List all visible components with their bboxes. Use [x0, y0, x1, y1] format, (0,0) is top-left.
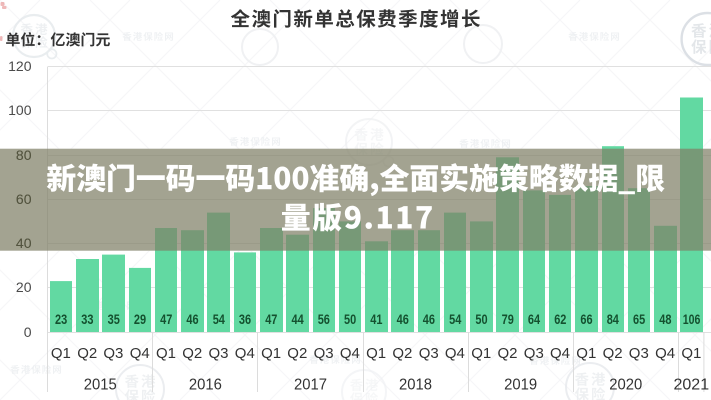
svg-text:Q3: Q3	[629, 345, 649, 362]
svg-text:46: 46	[186, 311, 198, 327]
svg-text:2015: 2015	[84, 377, 117, 394]
svg-text:65: 65	[633, 311, 645, 327]
svg-text:33: 33	[81, 311, 93, 327]
svg-text:47: 47	[265, 311, 277, 327]
svg-text:46: 46	[397, 311, 409, 327]
svg-text:Q4: Q4	[235, 345, 255, 362]
svg-text:46: 46	[423, 311, 435, 327]
svg-text:Q1: Q1	[261, 345, 281, 362]
svg-text:56: 56	[318, 311, 330, 327]
svg-text:44: 44	[292, 311, 304, 327]
svg-text:106: 106	[683, 311, 701, 327]
svg-text:79: 79	[502, 311, 514, 327]
svg-text:Q1: Q1	[366, 345, 386, 362]
svg-text:29: 29	[134, 311, 146, 327]
svg-text:Q2: Q2	[497, 345, 517, 362]
svg-text:40: 40	[16, 235, 32, 251]
svg-text:Q3: Q3	[314, 345, 334, 362]
svg-text:Q2: Q2	[77, 345, 97, 362]
svg-text:Q3: Q3	[103, 345, 123, 362]
svg-text:Q1: Q1	[156, 345, 176, 362]
svg-text:Q4: Q4	[655, 345, 675, 362]
svg-text:Q1: Q1	[471, 345, 491, 362]
svg-text:2021: 2021	[674, 377, 710, 394]
svg-text:Q1: Q1	[576, 345, 596, 362]
svg-text:Q4: Q4	[340, 345, 360, 362]
svg-text:62: 62	[554, 311, 566, 327]
svg-text:2016: 2016	[189, 377, 222, 394]
svg-text:Q2: Q2	[182, 345, 202, 362]
svg-text:0: 0	[24, 324, 32, 340]
svg-text:2018: 2018	[399, 377, 432, 394]
svg-text:Q2: Q2	[392, 345, 412, 362]
svg-text:41: 41	[370, 311, 382, 327]
svg-text:48: 48	[659, 311, 671, 327]
svg-text:47: 47	[160, 311, 172, 327]
svg-text:Q3: Q3	[208, 345, 228, 362]
svg-text:35: 35	[108, 311, 120, 327]
svg-text:Q4: Q4	[130, 345, 150, 362]
svg-text:80: 80	[16, 147, 32, 163]
svg-text:50: 50	[344, 311, 356, 327]
svg-text:Q3: Q3	[419, 345, 439, 362]
svg-text:Q1: Q1	[681, 345, 701, 362]
svg-text:Q1: Q1	[51, 345, 71, 362]
svg-text:23: 23	[55, 311, 67, 327]
svg-text:Q2: Q2	[603, 345, 623, 362]
svg-text:Q2: Q2	[287, 345, 307, 362]
svg-text:2017: 2017	[294, 377, 327, 394]
svg-text:Q4: Q4	[550, 345, 570, 362]
svg-text:50: 50	[475, 311, 487, 327]
svg-text:60: 60	[16, 191, 32, 207]
svg-text:54: 54	[213, 311, 225, 327]
svg-text:64: 64	[528, 311, 540, 327]
svg-text:84: 84	[607, 311, 619, 327]
svg-text:100: 100	[8, 102, 32, 118]
svg-text:2019: 2019	[504, 377, 537, 394]
svg-text:Q4: Q4	[445, 345, 465, 362]
svg-text:66: 66	[580, 311, 592, 327]
svg-text:54: 54	[449, 311, 461, 327]
svg-text:36: 36	[239, 311, 251, 327]
svg-text:2020: 2020	[609, 377, 642, 394]
svg-text:20: 20	[16, 279, 32, 295]
svg-text:120: 120	[8, 58, 32, 74]
svg-text:Q3: Q3	[524, 345, 544, 362]
